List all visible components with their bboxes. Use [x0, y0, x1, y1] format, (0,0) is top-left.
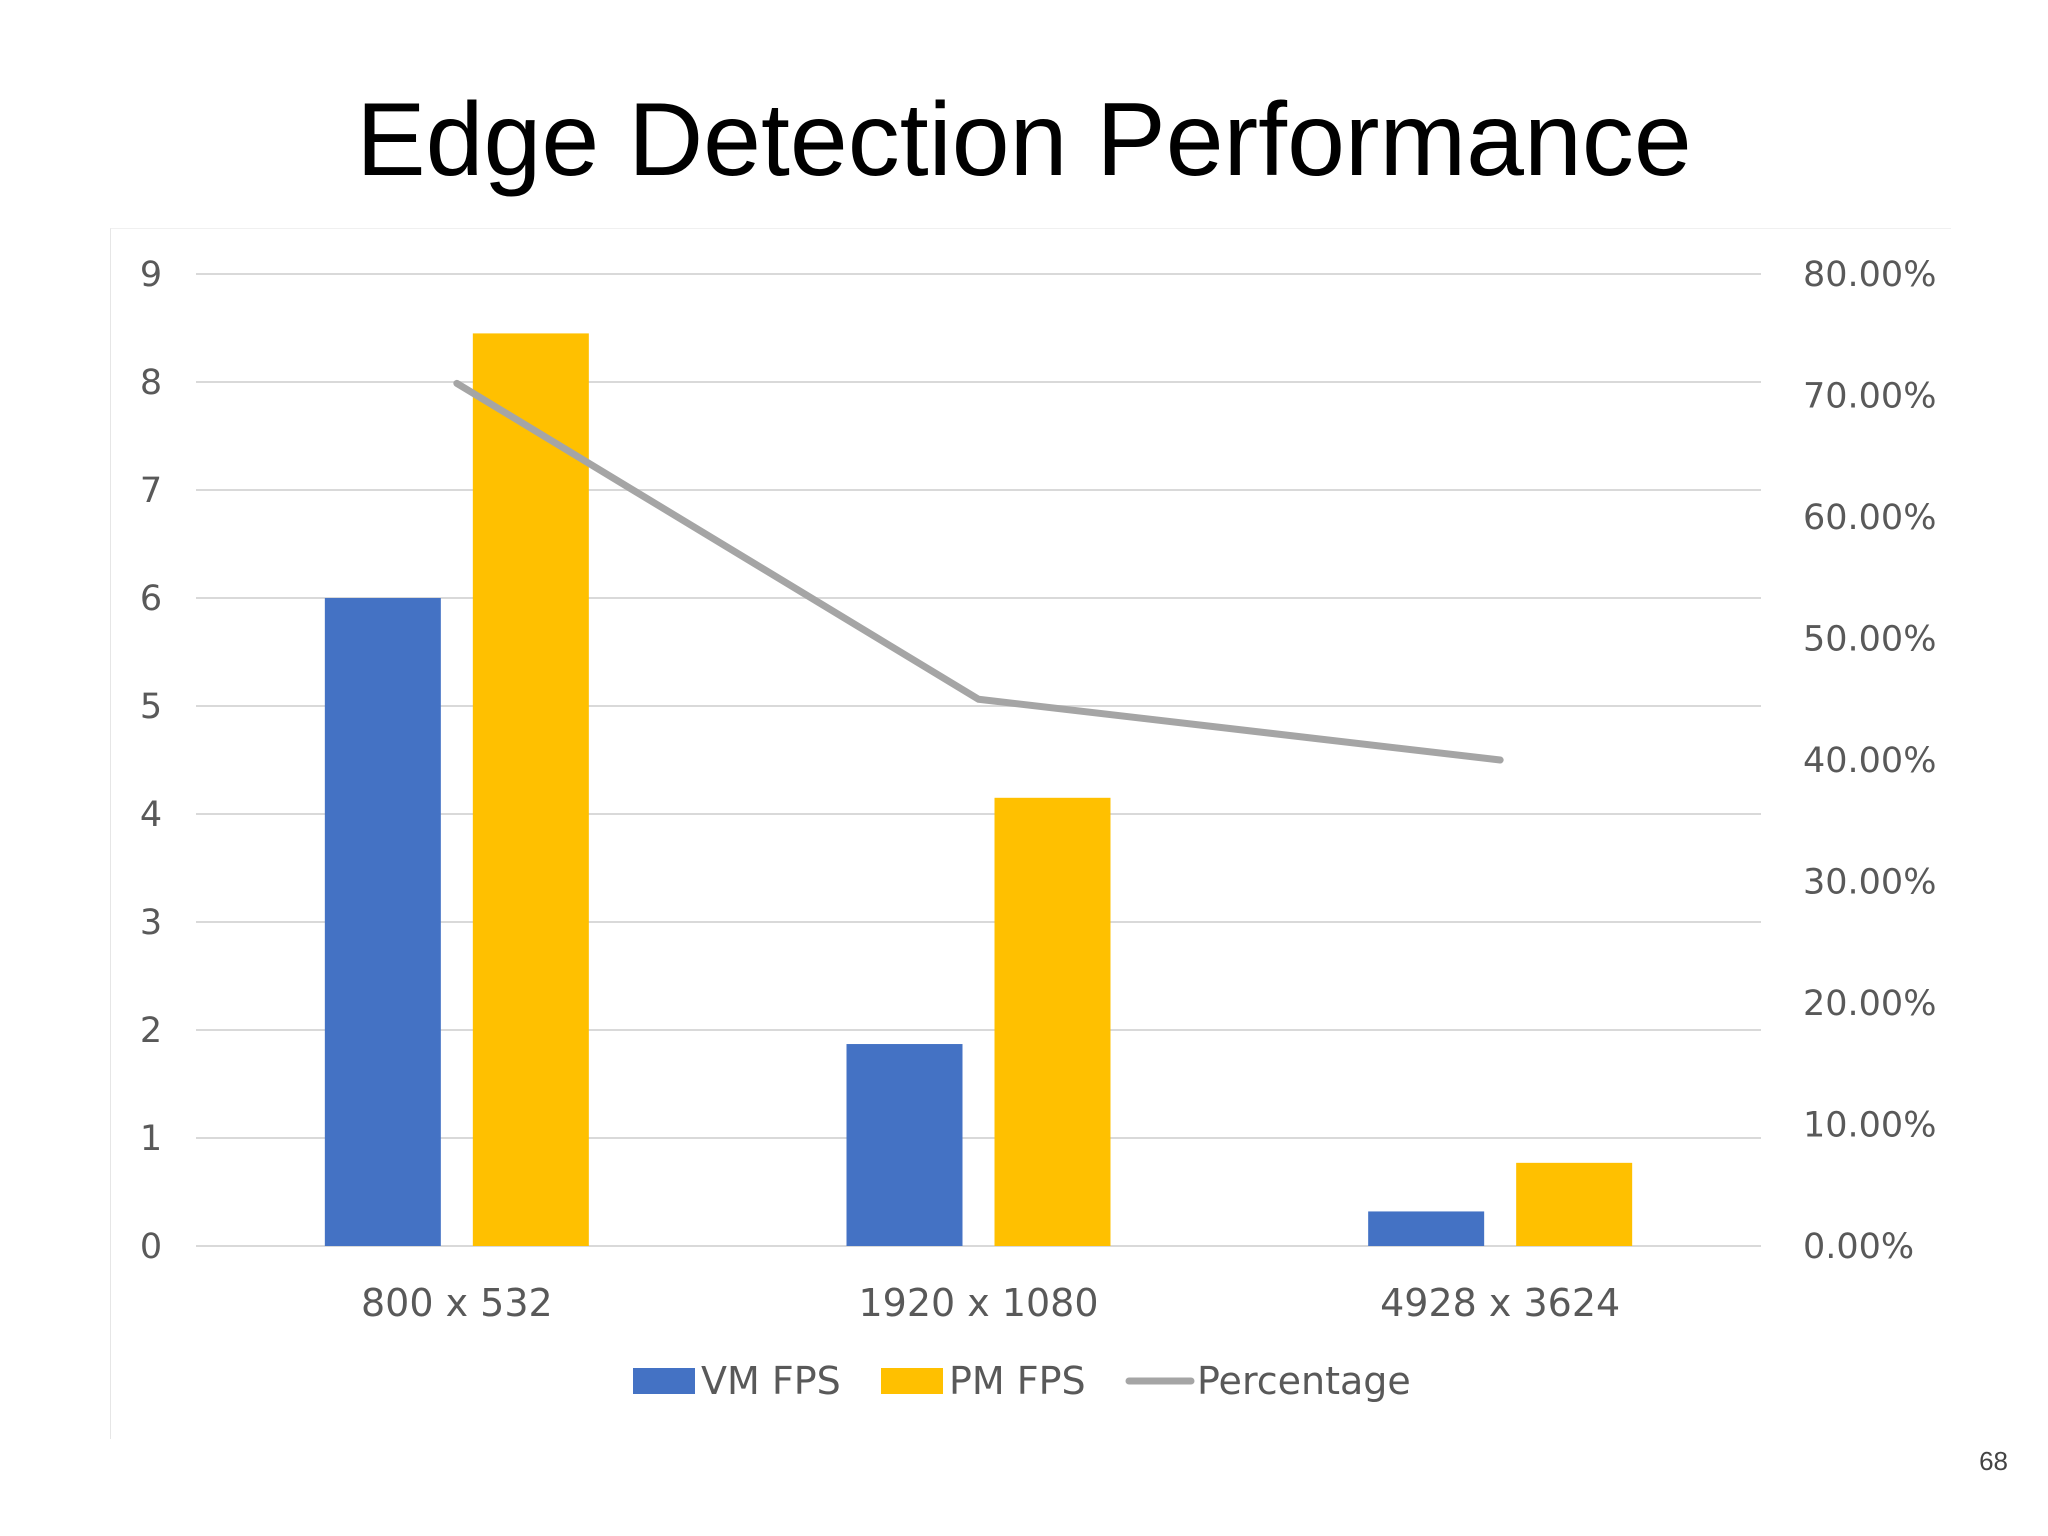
category-label: 800 x 532 — [361, 1281, 553, 1325]
left-tick-label: 1 — [140, 1119, 162, 1159]
bar-pm-fps — [1516, 1162, 1633, 1246]
bar-vm-fps — [846, 1044, 963, 1246]
combo-chart: 0 1 2 3 4 5 6 7 8 9 0.00% 10.00% 20.00% 30.00% 40.00%… — [140, 255, 1937, 1403]
left-tick-label: 0 — [140, 1227, 162, 1267]
legend-label: Percentage — [1197, 1359, 1411, 1403]
legend-swatch — [881, 1368, 943, 1394]
left-tick-label: 9 — [140, 255, 162, 295]
bar-vm-fps — [324, 598, 441, 1246]
right-tick-label: 0.00% — [1803, 1227, 1914, 1267]
legend: VM FPS PM FPS Percentage — [633, 1359, 1411, 1403]
left-axis-labels: 0 1 2 3 4 5 6 7 8 9 — [140, 255, 162, 1267]
category-labels: 800 x 532 1920 x 1080 4928 x 3624 — [361, 1281, 1620, 1325]
right-axis-labels: 0.00% 10.00% 20.00% 30.00% 40.00% 50.00% 60.00… — [1803, 255, 1936, 1267]
right-tick-label: 30.00% — [1803, 863, 1936, 903]
legend-swatch — [633, 1368, 695, 1394]
legend-label: VM FPS — [701, 1359, 841, 1403]
line-percentage — [453, 379, 1504, 764]
line-point — [976, 697, 981, 702]
left-tick-label: 6 — [140, 579, 162, 619]
right-tick-label: 50.00% — [1803, 620, 1936, 660]
left-tick-label: 4 — [140, 795, 162, 835]
left-tick-label: 7 — [140, 471, 162, 511]
bar-vm-fps — [1368, 1211, 1485, 1246]
right-tick-label: 20.00% — [1803, 984, 1936, 1024]
left-tick-label: 3 — [140, 903, 162, 943]
left-tick-label: 2 — [140, 1011, 162, 1051]
slide-title: Edge Detection Performance — [356, 82, 1692, 198]
bar-pm-fps — [472, 333, 589, 1246]
right-tick-label: 40.00% — [1803, 741, 1936, 781]
bar-pm-fps — [994, 797, 1111, 1246]
bars — [324, 333, 1633, 1246]
right-tick-label: 80.00% — [1803, 255, 1936, 295]
category-label: 1920 x 1080 — [858, 1281, 1098, 1325]
right-tick-label: 60.00% — [1803, 498, 1936, 538]
left-tick-label: 5 — [140, 687, 162, 727]
line-point — [454, 381, 459, 386]
category-label: 4928 x 3624 — [1380, 1281, 1620, 1325]
legend-label: PM FPS — [949, 1359, 1086, 1403]
left-tick-label: 8 — [140, 363, 162, 403]
right-tick-label: 10.00% — [1803, 1106, 1936, 1146]
percentage-line — [453, 379, 1504, 764]
gridlines — [196, 273, 1761, 1247]
page-number: 68 — [1979, 1446, 2008, 1476]
line-point — [1498, 758, 1503, 762]
right-tick-label: 70.00% — [1803, 377, 1936, 417]
chart-frame: 0 1 2 3 4 5 6 7 8 9 0.00% 10.00% 20.00% 30.00% 40.00%… — [110, 228, 1951, 1439]
